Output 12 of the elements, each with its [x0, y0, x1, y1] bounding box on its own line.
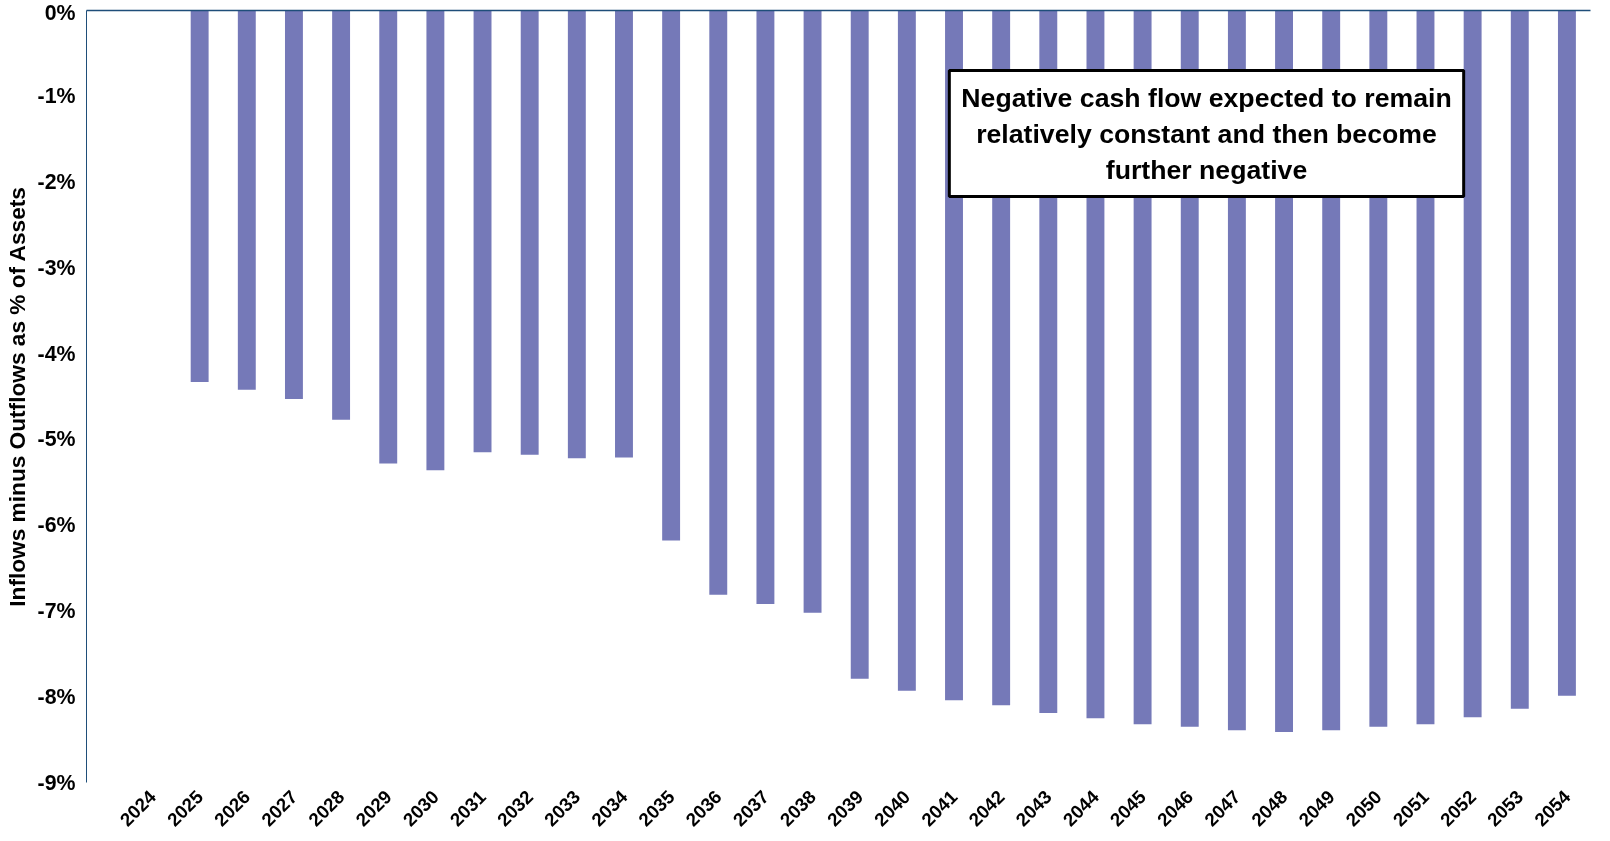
y-tick-label: -7%	[37, 598, 76, 623]
y-tick-label: -5%	[37, 427, 76, 452]
y-axis-title: Inflows minus Outflows as % of Assets	[3, 187, 30, 607]
annotation: Negative cash flow expected to remain relatively constant and then become further negative	[961, 82, 1452, 185]
y-tick-label: -1%	[37, 84, 76, 109]
y-tick-label: 0%	[44, 0, 76, 25]
y-tick-label: -3%	[37, 255, 76, 280]
y-tick-label: -6%	[37, 513, 76, 538]
y-tick-label: -2%	[37, 170, 76, 195]
y-tick-label: -4%	[37, 341, 76, 366]
y-tick-label: -9%	[37, 770, 76, 795]
y-tick-label: -8%	[37, 684, 76, 709]
